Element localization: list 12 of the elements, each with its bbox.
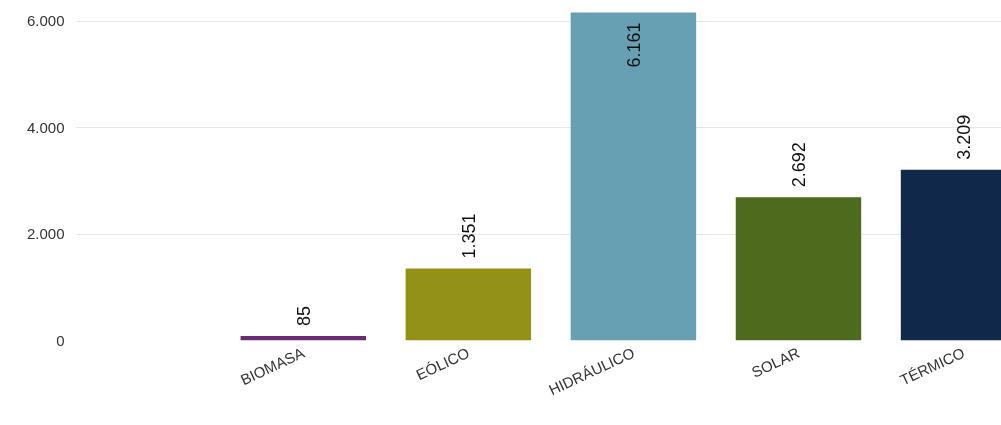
y-tick-label: 4.000: [26, 118, 65, 136]
data-label: 2.692: [788, 142, 809, 188]
data-label: 1.351: [458, 213, 479, 259]
y-tick-label: 2.000: [26, 225, 65, 243]
data-label: 6.161: [623, 22, 644, 68]
data-label: 3.209: [954, 114, 975, 160]
data-label: 85: [293, 305, 314, 326]
bar: [405, 268, 532, 341]
y-tick-label: 0: [56, 331, 65, 349]
y-tick-label: 6.000: [26, 12, 65, 30]
bar: [735, 197, 862, 341]
bar: [570, 12, 697, 341]
